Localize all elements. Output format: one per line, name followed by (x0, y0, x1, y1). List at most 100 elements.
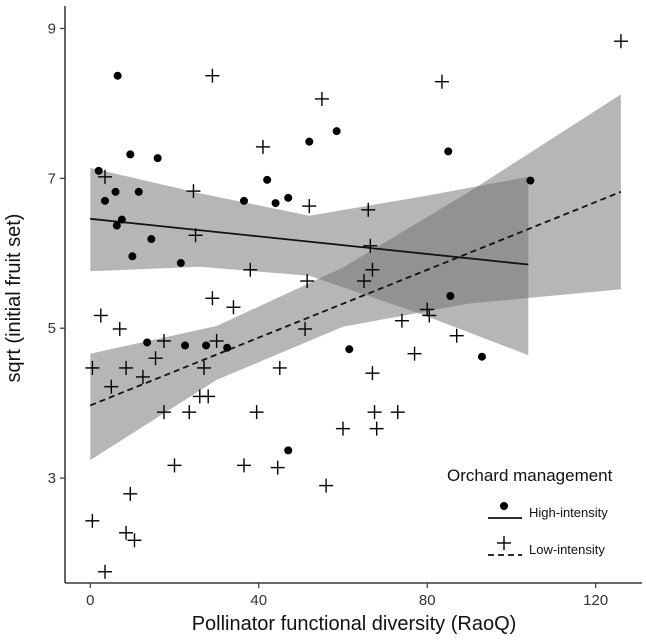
x-axis-title: Pollinator functional diversity (RaoQ) (192, 613, 517, 635)
data-point-0-19 (284, 193, 293, 202)
data-point-0-17 (263, 175, 272, 184)
data-point-1-12 (148, 351, 163, 366)
data-point-1-2 (93, 308, 108, 323)
data-point-0-12 (176, 259, 185, 268)
data-point-0-20 (284, 446, 293, 455)
data-point-1-25 (226, 300, 241, 315)
data-point-0-10 (147, 235, 156, 244)
data-point-1-50 (434, 74, 449, 89)
data-point-0-18 (271, 199, 280, 208)
data-point-0-8 (134, 187, 143, 196)
data-point-0-2 (101, 196, 110, 205)
legend-title: Orchard management (447, 466, 613, 485)
data-point-1-17 (186, 184, 201, 199)
data-point-1-24 (209, 333, 224, 348)
data-point-0-0 (113, 71, 122, 80)
data-point-1-30 (270, 460, 285, 475)
data-point-1-3 (98, 169, 113, 184)
data-point-1-40 (363, 238, 378, 253)
data-point-1-46 (394, 313, 409, 328)
data-point-1-48 (420, 302, 435, 317)
data-point-1-18 (188, 228, 203, 243)
legend-marker-0 (500, 502, 508, 510)
data-point-1-47 (407, 346, 422, 361)
legend-entries: High-intensity Low-intensity (488, 502, 608, 557)
data-point-1-16 (182, 405, 197, 420)
regression-lines (89, 191, 622, 407)
y-tick-label-2: 7 (48, 170, 56, 187)
data-point-1-13 (156, 333, 171, 348)
legend-marker-1 (497, 536, 511, 550)
data-point-1-21 (201, 389, 216, 404)
data-point-0-16 (239, 196, 248, 205)
data-point-0-6 (126, 150, 135, 159)
legend: Orchard management High-intensity Low-int… (447, 466, 613, 557)
data-point-0-23 (345, 345, 354, 354)
data-point-1-6 (112, 321, 127, 336)
data-point-0-26 (477, 352, 486, 361)
data-point-0-1 (94, 166, 103, 175)
data-point-1-42 (365, 366, 380, 381)
x-tick-label-2: 80 (419, 592, 436, 609)
data-point-1-45 (390, 405, 405, 420)
data-point-1-9 (123, 486, 138, 501)
fit-line-1 (89, 191, 622, 407)
data-point-0-24 (444, 147, 453, 156)
data-point-1-29 (255, 139, 270, 154)
y-axis-ticks: 3 5 7 9 (48, 20, 65, 487)
data-point-0-7 (128, 252, 137, 261)
data-points (85, 34, 628, 579)
x-tick-label-0: 0 (86, 592, 94, 609)
data-point-1-5 (104, 379, 119, 394)
data-point-1-27 (243, 262, 258, 277)
data-point-1-1 (85, 360, 100, 375)
data-point-1-51 (449, 328, 464, 343)
data-point-1-20 (196, 360, 211, 375)
data-point-0-14 (202, 341, 211, 350)
x-tick-label-3: 120 (583, 592, 608, 609)
data-point-0-25 (446, 291, 455, 300)
data-point-0-22 (332, 127, 341, 136)
y-axis-title: sqrt (initial fruit set) (3, 214, 25, 383)
data-point-1-28 (249, 405, 264, 420)
y-tick-label-3: 9 (48, 20, 56, 37)
data-point-1-32 (298, 321, 313, 336)
data-point-1-14 (156, 405, 171, 420)
data-point-0-3 (111, 187, 120, 196)
data-point-1-36 (319, 478, 334, 493)
data-point-0-4 (112, 221, 121, 230)
data-point-1-23 (205, 68, 220, 83)
data-point-0-5 (117, 215, 126, 224)
data-point-1-0 (85, 513, 100, 528)
fit-line-0 (90, 217, 529, 266)
data-point-1-34 (302, 199, 317, 214)
data-point-1-52 (613, 34, 628, 49)
data-point-1-43 (367, 405, 382, 420)
data-point-1-41 (365, 262, 380, 277)
data-point-1-49 (422, 308, 437, 323)
confidence-band-1 (90, 94, 621, 461)
data-point-1-33 (300, 274, 315, 289)
x-axis-ticks: 0 40 80 120 (86, 583, 608, 609)
data-point-1-11 (135, 369, 150, 384)
data-point-0-9 (143, 338, 152, 347)
data-point-1-22 (205, 291, 220, 306)
data-point-1-31 (272, 360, 287, 375)
data-point-1-26 (236, 458, 251, 473)
y-tick-label-1: 5 (48, 320, 56, 337)
y-tick-label-0: 3 (48, 470, 56, 487)
confidence-bands (90, 94, 621, 461)
data-point-1-38 (357, 274, 372, 289)
data-point-1-44 (369, 421, 384, 436)
data-point-0-21 (305, 137, 314, 146)
data-point-1-15 (167, 458, 182, 473)
x-tick-label-1: 40 (250, 592, 267, 609)
data-point-1-7 (119, 525, 134, 540)
legend-label-0: High-intensity (529, 505, 608, 520)
data-point-0-15 (223, 343, 232, 352)
data-point-1-4 (98, 564, 113, 579)
data-point-1-35 (314, 91, 329, 106)
data-point-0-27 (526, 176, 535, 185)
data-point-0-11 (153, 154, 162, 163)
